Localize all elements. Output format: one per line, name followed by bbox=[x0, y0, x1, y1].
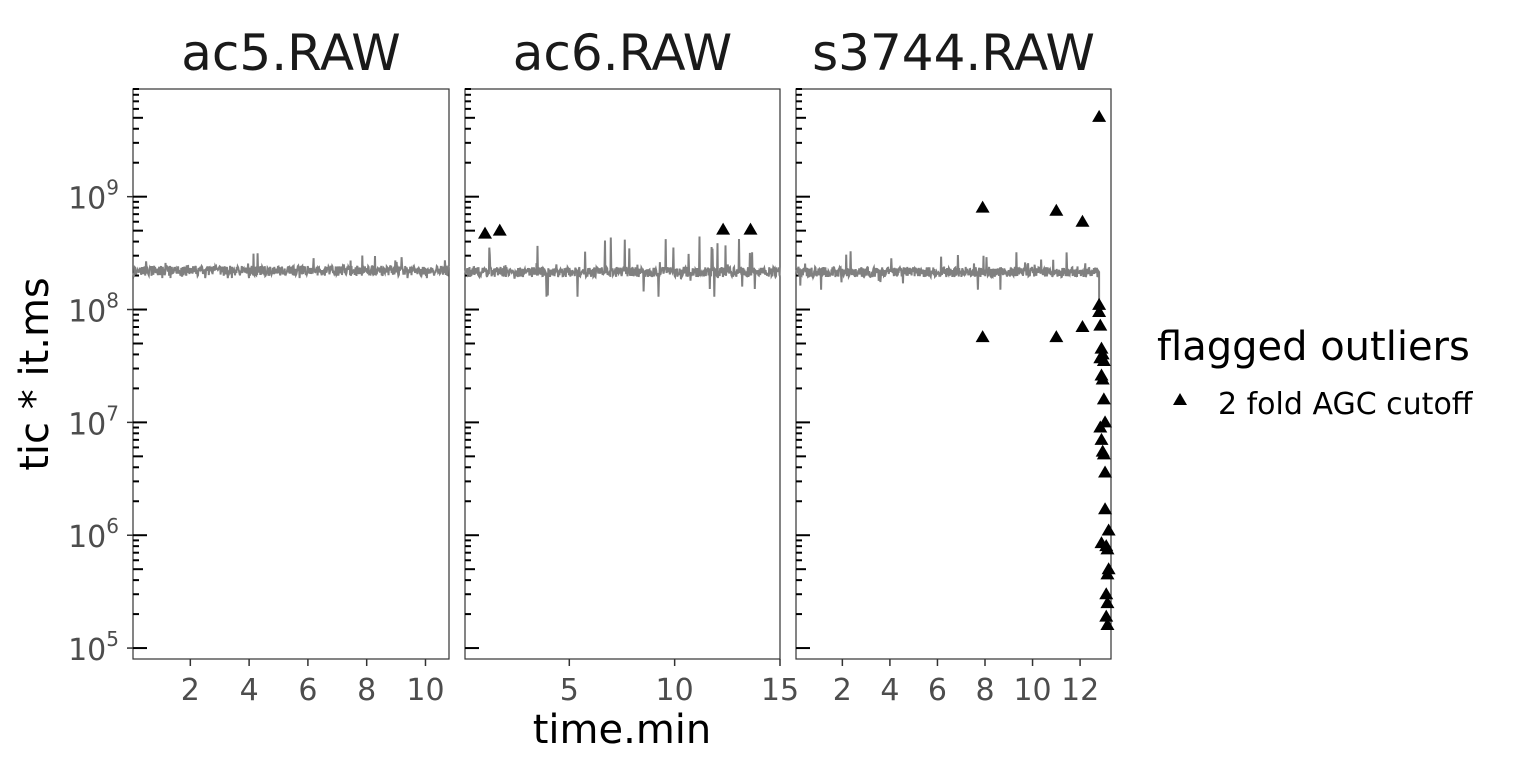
outlier-point bbox=[1092, 305, 1107, 318]
tic-series-line bbox=[132, 253, 450, 280]
panel-title: ac5.RAW bbox=[181, 24, 400, 82]
outlier-point bbox=[1098, 502, 1113, 515]
legend-key-triangle bbox=[1173, 393, 1187, 405]
outlier-point bbox=[1101, 562, 1116, 575]
outlier-point bbox=[1092, 297, 1107, 310]
x-tick-label: 10 bbox=[1013, 673, 1051, 708]
outlier-point bbox=[1100, 542, 1115, 555]
y-tick-label: 105 bbox=[68, 627, 119, 668]
x-tick-label: 8 bbox=[975, 673, 994, 708]
x-tick-label: 6 bbox=[298, 673, 317, 708]
outlier-point bbox=[716, 222, 731, 235]
y-tick-label: 106 bbox=[68, 514, 119, 555]
panel-2: ac6.RAW 5 10 15 bbox=[464, 24, 799, 708]
x-tick-label: 4 bbox=[240, 673, 259, 708]
legend-label: 2 fold AGC cutoff bbox=[1218, 387, 1474, 422]
x-tick-label: 6 bbox=[928, 673, 947, 708]
y-tick-label: 107 bbox=[68, 401, 119, 442]
outlier-point bbox=[1075, 214, 1090, 227]
outlier-point bbox=[1098, 465, 1113, 478]
x-tick-label: 10 bbox=[656, 673, 694, 708]
outlier-point bbox=[1100, 567, 1115, 580]
outlier-point bbox=[1092, 109, 1107, 122]
y-axis-title: tic * it.ms bbox=[12, 277, 58, 471]
y-tick-label: 109 bbox=[68, 176, 119, 217]
panel-frame bbox=[132, 88, 450, 660]
outlier-point bbox=[1093, 318, 1108, 331]
panel-frame bbox=[795, 88, 1112, 660]
outlier-point bbox=[1096, 447, 1111, 460]
x-axis-title: time.min bbox=[533, 707, 712, 753]
outlier-point bbox=[1101, 523, 1116, 536]
tic-series-line bbox=[464, 236, 781, 297]
outlier-point bbox=[743, 222, 758, 235]
outlier-point bbox=[1096, 392, 1111, 405]
x-tick-label: 10 bbox=[406, 673, 444, 708]
panel-title: s3744.RAW bbox=[812, 24, 1095, 82]
x-tick-label: 12 bbox=[1061, 673, 1099, 708]
tic-series-line bbox=[795, 251, 1101, 315]
outlier-point bbox=[1100, 596, 1115, 609]
x-tick-label: 5 bbox=[560, 673, 579, 708]
y-tick-label: 108 bbox=[68, 289, 119, 330]
x-tick-label: 15 bbox=[761, 673, 799, 708]
outlier-point bbox=[1049, 203, 1064, 216]
panel-3: s3744.RAW 2 4 6 8 10 12 bbox=[795, 24, 1116, 708]
outlier-point bbox=[1094, 341, 1109, 354]
x-tick-label: 8 bbox=[357, 673, 376, 708]
outlier-point bbox=[1093, 420, 1108, 433]
panel-frame bbox=[464, 88, 781, 660]
outlier-point bbox=[492, 223, 507, 236]
x-tick-label: 4 bbox=[880, 673, 899, 708]
x-tick-label: 2 bbox=[833, 673, 852, 708]
outlier-point bbox=[1100, 618, 1115, 631]
outlier-point bbox=[1096, 353, 1111, 366]
legend-title: flagged outliers bbox=[1157, 324, 1470, 370]
outlier-point bbox=[1049, 330, 1064, 343]
outlier-point bbox=[1075, 320, 1090, 333]
outlier-point bbox=[975, 200, 990, 213]
panel-title: ac6.RAW bbox=[513, 24, 732, 82]
outlier-point bbox=[1099, 609, 1114, 622]
panel-1: ac5.RAW 105 106 107 108 109 2 4 6 8 10 bbox=[68, 24, 450, 708]
outlier-point bbox=[1095, 372, 1110, 385]
outlier-point bbox=[1099, 587, 1114, 600]
outlier-point bbox=[1094, 432, 1109, 445]
outlier-point bbox=[478, 226, 493, 239]
outlier-point bbox=[975, 330, 990, 343]
legend: flagged outliers 2 fold AGC cutoff bbox=[1157, 324, 1474, 422]
x-tick-label: 2 bbox=[181, 673, 200, 708]
